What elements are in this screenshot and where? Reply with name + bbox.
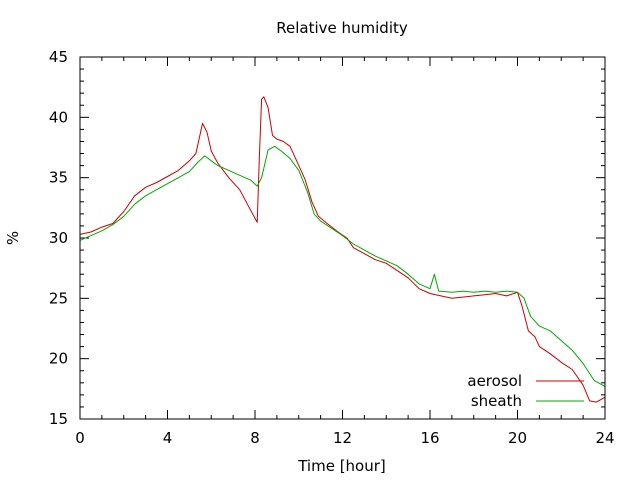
y-tick-label: 20 — [49, 350, 68, 368]
legend-label-sheath: sheath — [471, 392, 522, 410]
x-tick-label: 0 — [75, 429, 85, 447]
x-tick-label: 16 — [420, 429, 439, 447]
y-tick-label: 35 — [49, 169, 68, 187]
series-line-aerosol — [79, 96, 606, 403]
x-tick-label: 12 — [333, 429, 352, 447]
x-tick-label: 20 — [508, 429, 527, 447]
chart-title: Relative humidity — [276, 19, 408, 37]
y-axis-label: % — [4, 231, 22, 245]
x-tick-label: 4 — [163, 429, 173, 447]
legend-label-aerosol: aerosol — [467, 372, 522, 390]
x-axis-label: Time [hour] — [297, 457, 386, 475]
x-tick-label: 8 — [250, 429, 260, 447]
y-tick-label: 30 — [49, 229, 68, 247]
y-tick-label: 25 — [49, 289, 68, 307]
plot-frame — [79, 56, 606, 420]
y-tick-label: 45 — [49, 48, 68, 66]
y-tick-label: 40 — [49, 108, 68, 126]
x-tick-label: 24 — [595, 429, 614, 447]
series-line-sheath — [79, 145, 606, 387]
y-tick-label: 15 — [49, 410, 68, 428]
